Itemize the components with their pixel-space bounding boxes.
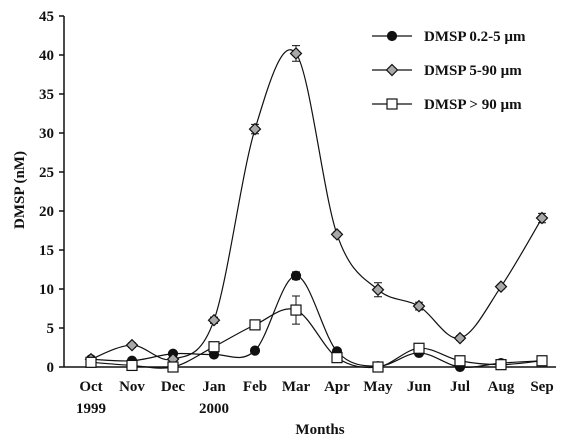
series-line <box>90 308 543 369</box>
marker <box>125 338 139 352</box>
marker <box>249 345 261 356</box>
y-tick-label: 5 <box>47 321 55 337</box>
x-tick-label: Jan <box>202 379 226 395</box>
marker <box>495 359 507 371</box>
x-tick-label: Jun <box>407 379 432 395</box>
marker <box>536 355 548 367</box>
marker <box>494 280 508 294</box>
marker <box>290 270 302 281</box>
x-tick-label: Feb <box>243 379 267 395</box>
marker <box>248 122 262 136</box>
x-tick-label: Apr <box>324 379 350 395</box>
legend-label: DMSP 5-90 µm <box>424 63 522 79</box>
marker <box>85 356 97 368</box>
x-tick-label: Mar <box>282 379 311 395</box>
legend-marker <box>386 30 398 42</box>
marker <box>207 313 221 327</box>
y-tick-label: 35 <box>39 87 54 103</box>
y-tick-label: 25 <box>39 165 54 181</box>
y-tick-label: 45 <box>39 9 54 25</box>
y-tick-label: 0 <box>47 360 55 376</box>
legend-label: DMSP > 90 µm <box>424 97 522 113</box>
marker <box>454 355 466 367</box>
x-tick-label: Jul <box>450 379 470 395</box>
y-tick-label: 20 <box>39 204 54 220</box>
marker <box>208 341 220 353</box>
marker <box>371 283 385 297</box>
x-tick-label: Aug <box>488 379 515 395</box>
x-tick-label: Oct <box>79 379 102 395</box>
x-tick-label: Sep <box>530 379 553 395</box>
legend-marker <box>385 63 399 77</box>
marker <box>372 361 384 373</box>
y-axis-label: DMSP (nM) <box>12 151 28 229</box>
legend-label: DMSP 0.2-5 µm <box>424 29 526 45</box>
marker <box>249 319 261 331</box>
x-tick-label: Dec <box>161 379 185 395</box>
marker <box>290 304 302 316</box>
marker <box>167 361 179 373</box>
y-tick-label: 30 <box>39 126 54 142</box>
y-tick-label: 15 <box>39 243 54 259</box>
x-tick-label: Nov <box>119 379 145 395</box>
x-axis-label: Months <box>295 422 344 438</box>
series-line <box>90 275 543 368</box>
x-tick-label: May <box>363 379 393 395</box>
marker <box>330 228 344 241</box>
marker <box>412 299 426 313</box>
marker <box>453 331 467 345</box>
marker <box>535 211 549 225</box>
marker <box>413 342 425 354</box>
y-tick-label: 40 <box>39 48 54 64</box>
marker <box>126 359 138 372</box>
y-tick-label: 10 <box>39 282 54 298</box>
legend-marker <box>386 98 398 110</box>
marker <box>289 47 303 60</box>
marker <box>331 352 343 364</box>
x-year-label: 1999 <box>76 401 106 417</box>
x-year-label: 2000 <box>199 401 229 417</box>
